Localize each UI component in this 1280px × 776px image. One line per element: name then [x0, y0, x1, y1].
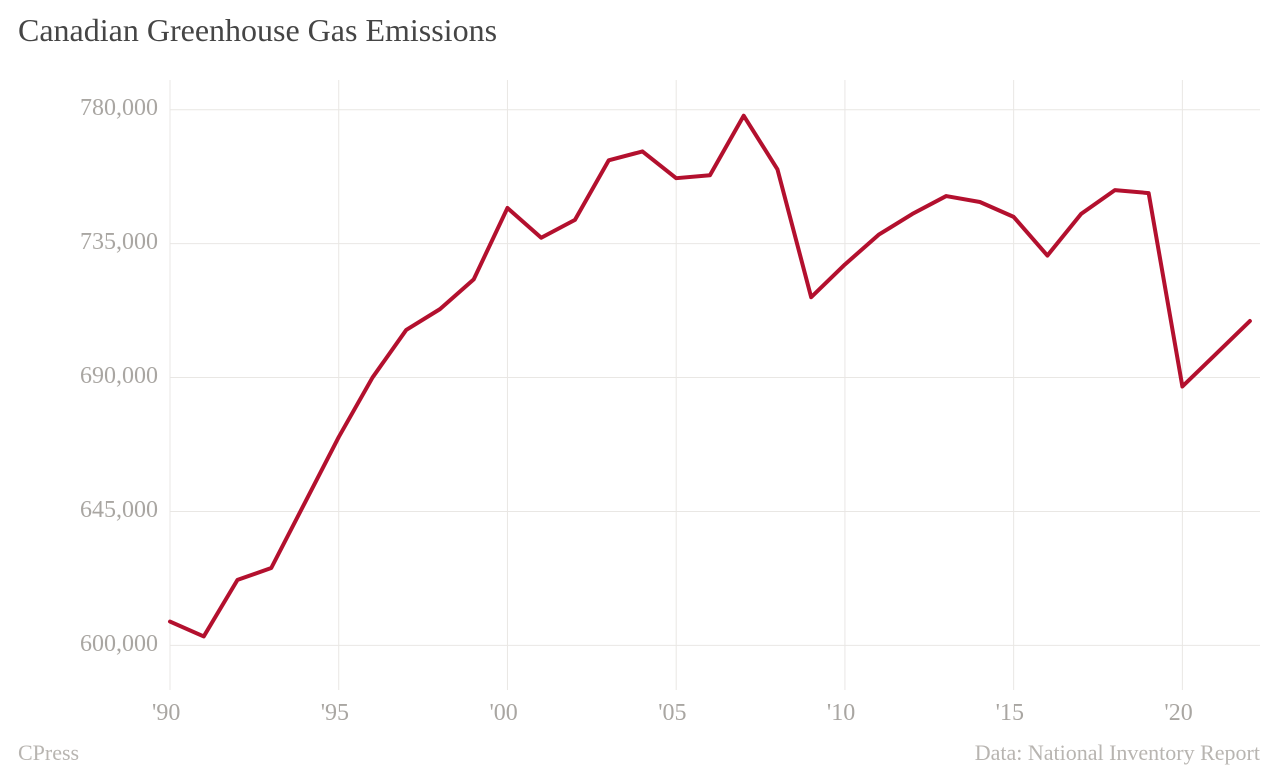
x-axis-label: '15: [996, 700, 1024, 727]
y-axis-label: 645,000: [80, 497, 158, 524]
x-axis-label: '95: [321, 700, 349, 727]
chart-plot-svg: [0, 0, 1280, 776]
x-axis-label: '10: [827, 700, 855, 727]
y-axis-label: 735,000: [80, 229, 158, 256]
emissions-series-line: [170, 116, 1250, 637]
y-axis-label: 690,000: [80, 363, 158, 390]
y-axis-label: 780,000: [80, 95, 158, 122]
x-axis-label: '00: [489, 700, 517, 727]
y-axis-label: 600,000: [80, 631, 158, 658]
footer-credit-left: CPress: [18, 740, 79, 766]
emissions-line-chart: Canadian Greenhouse Gas Emissions CPress…: [0, 0, 1280, 776]
x-axis-label: '90: [152, 700, 180, 727]
footer-credit-right: Data: National Inventory Report: [975, 740, 1260, 766]
x-axis-label: '20: [1164, 700, 1192, 727]
x-axis-label: '05: [658, 700, 686, 727]
